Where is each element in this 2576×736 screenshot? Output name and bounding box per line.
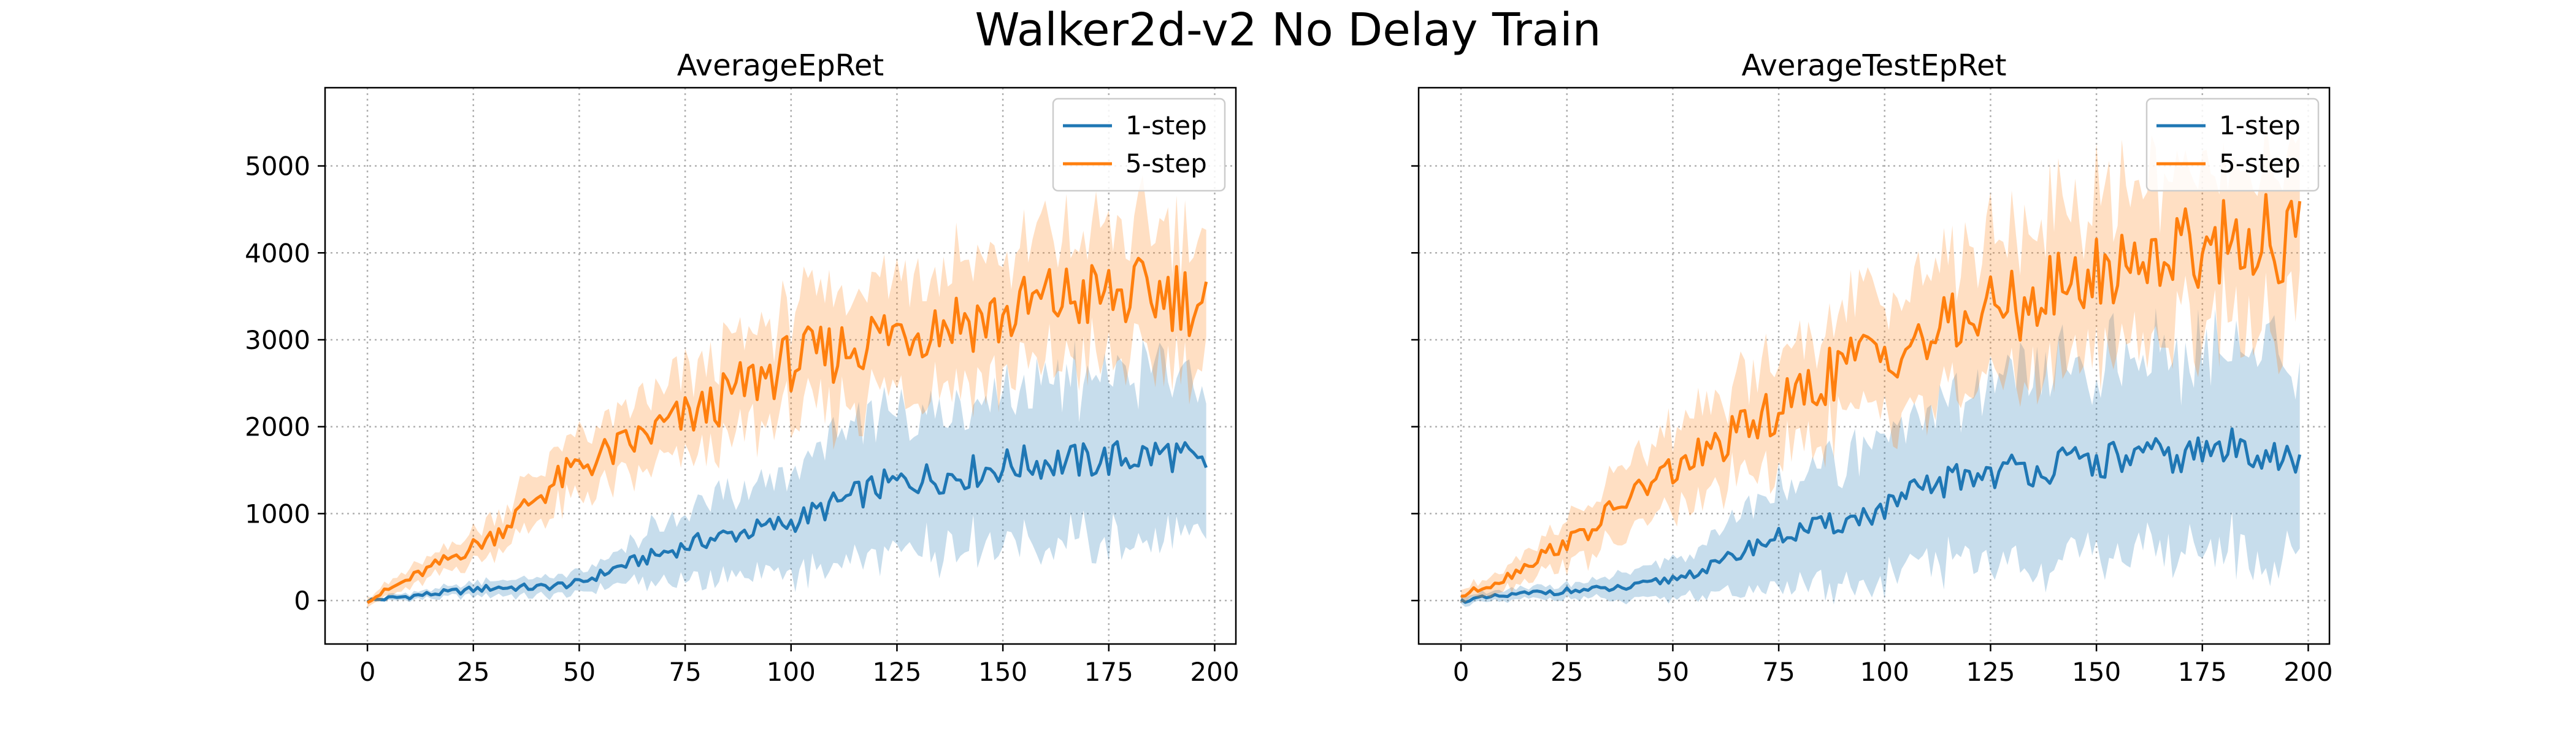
- x-tick-label: 75: [669, 657, 701, 687]
- series-band-1-step: [367, 340, 1206, 604]
- x-tick-label: 25: [457, 657, 489, 687]
- y-tick-label: 5000: [245, 151, 310, 182]
- x-tick-label: 0: [359, 657, 376, 687]
- x-tick-label: 150: [978, 657, 1027, 687]
- legend-label-5-step: 5-step: [1125, 148, 1207, 178]
- x-tick-label: 175: [2178, 657, 2227, 687]
- x-tick-label: 150: [2072, 657, 2121, 687]
- x-tick-label: 25: [1551, 657, 1583, 687]
- series-line-5-step: [366, 256, 1208, 604]
- legend: 1-step 5-step: [1052, 98, 1226, 192]
- legend: 1-step 5-step: [2145, 98, 2320, 192]
- axes-frame: [1417, 86, 2331, 645]
- axes-title: AverageEpRet: [677, 48, 884, 83]
- y-tick-label: 0: [294, 586, 310, 616]
- series-band-1-step: [1461, 308, 2300, 607]
- y-tick-label: 1000: [245, 499, 310, 529]
- x-tick-label: 50: [1657, 657, 1689, 687]
- x-tick-label: 100: [767, 657, 816, 687]
- y-tick-label: 4000: [245, 238, 310, 268]
- series-band-5-step: [367, 175, 1206, 608]
- series-line-5-step: [1460, 193, 2302, 598]
- x-tick-label: 200: [1190, 657, 1239, 687]
- legend-label-1-step: 1-step: [2219, 110, 2301, 140]
- y-tick-label: 2000: [245, 412, 310, 442]
- x-tick-label: 125: [1966, 657, 2015, 687]
- x-tick-label: 125: [872, 657, 921, 687]
- plot-area: [1460, 117, 2302, 607]
- x-tick-label: 50: [563, 657, 596, 687]
- chart-panel-1: 0 25 50 75 100 125 150 175 200010002000300040005…: [245, 48, 1239, 687]
- chart-panel-2: 0 25 50 75 100 125 150 175 200 AverageTestEpRet 1-…: [1411, 48, 2333, 687]
- x-tick-label: 75: [1762, 657, 1795, 687]
- x-tick-label: 175: [1084, 657, 1133, 687]
- plot-area: [366, 175, 1208, 608]
- x-tick-label: 200: [2283, 657, 2333, 687]
- axes-frame: [324, 86, 1237, 645]
- x-tick-label: 100: [1860, 657, 1909, 687]
- axes-title: AverageTestEpRet: [1742, 48, 2007, 83]
- x-tick-label: 0: [1453, 657, 1470, 687]
- legend-label-1-step: 1-step: [1125, 110, 1207, 140]
- legend-box: [2145, 98, 2320, 192]
- series-line-1-step: [366, 440, 1208, 604]
- figure-title: Walker2d-v2 No Delay Train: [975, 4, 1601, 56]
- series-line-1-step: [1460, 427, 2302, 604]
- legend-label-5-step: 5-step: [2219, 148, 2301, 178]
- legend-box: [1052, 98, 1226, 192]
- y-tick-label: 3000: [245, 325, 310, 355]
